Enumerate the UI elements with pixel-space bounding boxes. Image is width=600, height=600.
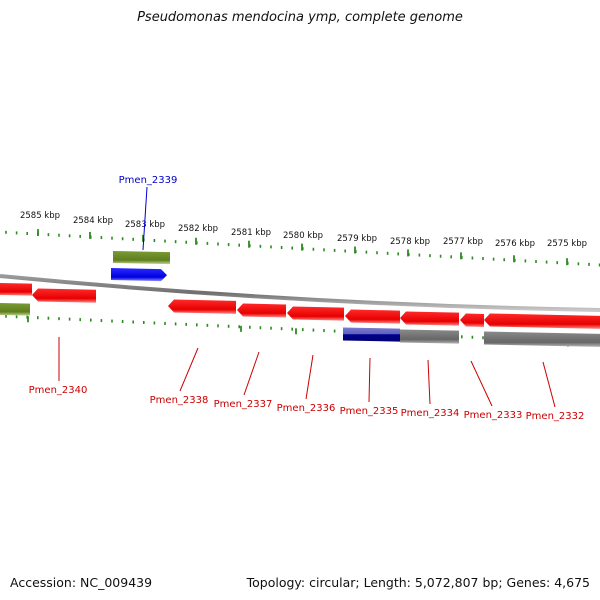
gene-label-pmen-2340[interactable]: Pmen_2340 <box>29 385 88 396</box>
tick-label: 2582 kbp <box>178 224 218 234</box>
leader-line-pmen-2334 <box>427 359 431 405</box>
gene-label-pmen-2334[interactable]: Pmen_2334 <box>401 408 460 419</box>
leader-line-pmen-2335 <box>368 357 371 403</box>
gene-features <box>0 251 600 347</box>
gene-feature-olive[interactable] <box>0 303 30 316</box>
tick-label: 2585 kbp <box>20 211 60 221</box>
gene-feature-pmen-2333[interactable] <box>460 313 484 327</box>
leader-line-pmen-2339 <box>142 186 148 251</box>
leader-line-pmen-2337 <box>243 351 260 396</box>
gene-feature-olive[interactable] <box>113 251 170 265</box>
tick-label: 2580 kbp <box>283 231 323 241</box>
gene-feature-red[interactable] <box>0 283 32 296</box>
tick-label: 2581 kbp <box>231 228 271 238</box>
gene-label-pmen-2335[interactable]: Pmen_2335 <box>340 406 399 417</box>
gene-labels: Pmen_2339 Pmen_2340 Pmen_2338 Pmen_2337 Pmen… <box>29 175 585 422</box>
tick-label: 2579 kbp <box>337 234 377 244</box>
genome-summary-text: Topology: circular; Length: 5,072,807 bp… <box>246 575 590 590</box>
gene-feature-pmen-2339[interactable] <box>111 268 167 282</box>
accession-text: Accession: NC_009439 <box>10 575 153 590</box>
gene-label-pmen-2338[interactable]: Pmen_2338 <box>150 395 209 406</box>
leader-line-pmen-2338 <box>179 347 199 392</box>
gene-feature-pmen-2335[interactable] <box>345 309 400 324</box>
tick-label: 2584 kbp <box>73 216 113 226</box>
gene-feature-navy[interactable] <box>343 327 400 342</box>
gene-feature-gray[interactable] <box>400 329 459 344</box>
gene-label-pmen-2332[interactable]: Pmen_2332 <box>526 411 585 422</box>
leader-line-pmen-2332 <box>542 361 556 408</box>
gene-feature-pmen-2337[interactable] <box>237 303 286 318</box>
gene-feature-pmen-2338[interactable] <box>168 299 236 314</box>
leader-line-pmen-2336 <box>305 354 314 400</box>
gene-feature-pmen-2332[interactable] <box>484 313 600 329</box>
map-title: Pseudomonas mendocina ymp, complete geno… <box>137 10 463 25</box>
tick-label: 2578 kbp <box>390 237 430 247</box>
gene-leader-lines <box>58 186 556 408</box>
tick-label: 2575 kbp <box>547 239 587 249</box>
gene-label-pmen-2336[interactable]: Pmen_2336 <box>277 403 336 414</box>
gene-feature-pmen-2334[interactable] <box>400 311 459 326</box>
tick-label: 2576 kbp <box>495 239 535 249</box>
tick-labels: 2585 kbp 2584 kbp 2583 kbp 2582 kbp 2581 kbp… <box>20 211 587 249</box>
leader-line-pmen-2333 <box>470 360 493 407</box>
gene-label-pmen-2339[interactable]: Pmen_2339 <box>119 175 178 186</box>
tick-label: 2577 kbp <box>443 237 483 247</box>
tick-ring-outer <box>5 229 600 267</box>
gene-feature-pmen-2336[interactable] <box>287 306 344 321</box>
genome-backbone <box>0 274 600 312</box>
gene-label-pmen-2337[interactable]: Pmen_2337 <box>214 399 273 410</box>
gene-feature-gray[interactable] <box>484 331 600 347</box>
gene-label-pmen-2333[interactable]: Pmen_2333 <box>464 410 523 421</box>
gene-feature-pmen-2340[interactable] <box>32 288 96 303</box>
